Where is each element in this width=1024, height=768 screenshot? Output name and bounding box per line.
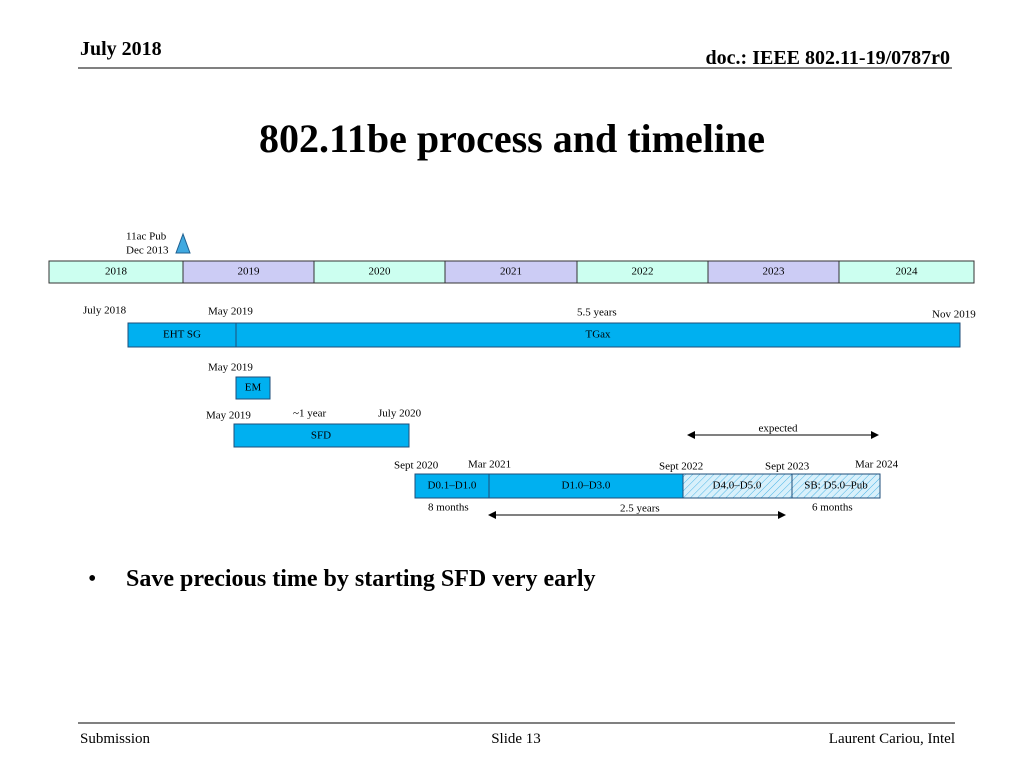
box-label: EHT SG: [163, 329, 201, 341]
date-label: May 2019: [208, 362, 253, 374]
year-label: 2021: [500, 266, 522, 278]
marker-label: 11ac Pub: [126, 231, 167, 243]
tgax-bar: [127, 322, 961, 348]
date-label: Nov 2019: [932, 309, 976, 321]
duration-label: 5.5 years: [577, 307, 617, 319]
sfd-box: [233, 423, 410, 448]
footer-right: Laurent Cariou, Intel: [829, 731, 955, 747]
box-label: D0.1–D1.0: [428, 480, 477, 492]
date-label: May 2019: [206, 410, 251, 422]
box-label: EM: [245, 382, 262, 394]
year-bar: 2018 2019 2020 2021 2022 2023 2024: [48, 260, 975, 284]
date-label: Sept 2022: [659, 461, 703, 473]
year-label: 2024: [896, 266, 919, 278]
bullet-dot: •: [88, 566, 96, 592]
duration-label: 8 months: [428, 502, 469, 514]
bullet-text: Save precious time by starting SFD very …: [126, 566, 596, 592]
duration-label: 2.5 years: [620, 503, 660, 515]
duration-label: 6 months: [812, 502, 853, 514]
year-label: 2023: [763, 266, 786, 278]
date-label: July 2018: [83, 305, 127, 317]
box-label: D4.0–D5.0: [713, 480, 762, 492]
box-label: SB: D5.0–Pub: [804, 480, 868, 492]
marker-label: Dec 2013: [126, 245, 169, 257]
note-label: expected: [758, 423, 798, 435]
box-label: SFD: [311, 430, 331, 442]
date-label: Sept 2023: [765, 461, 810, 473]
date-label: Mar 2024: [855, 459, 899, 471]
header-doc: doc.: IEEE 802.11-19/0787r0: [706, 47, 950, 69]
draft-box-expected: [791, 473, 881, 499]
year-label: 2018: [105, 266, 128, 278]
footer-left: Submission: [80, 731, 151, 747]
date-label: July 2020: [378, 408, 422, 420]
header-date: July 2018: [80, 38, 162, 60]
year-label: 2020: [369, 266, 392, 278]
footer-center: Slide 13: [491, 731, 541, 747]
year-label: 2019: [238, 266, 261, 278]
duration-label: ~1 year: [293, 408, 326, 420]
year-label: 2022: [632, 266, 654, 278]
draft-box-expected: [682, 473, 793, 499]
box-label: TGax: [585, 329, 611, 341]
date-label: Mar 2021: [468, 459, 511, 471]
em-box: [235, 376, 271, 400]
slide-title: 802.11be process and timeline: [259, 116, 765, 161]
marker-triangle: [175, 232, 191, 254]
box-label: D1.0–D3.0: [562, 480, 611, 492]
date-label: May 2019: [208, 306, 253, 318]
year-cell: [838, 260, 975, 284]
date-label: Sept 2020: [394, 460, 439, 472]
